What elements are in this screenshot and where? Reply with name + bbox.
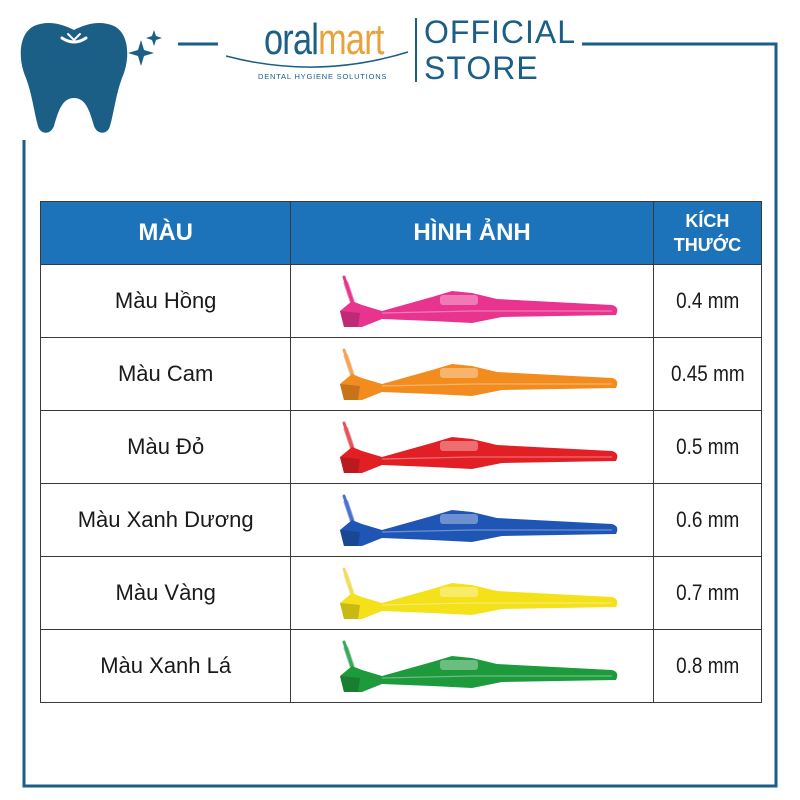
store-divider [415,18,417,82]
color-name-cell: Màu Đỏ [39,410,292,484]
sparkle-icon [128,40,154,66]
interdental-brush-image [340,275,618,327]
interdental-brush-image [340,421,618,473]
size-cell: 0.45 mm [652,337,763,411]
size-value: 0.7 mm [675,580,739,605]
header-size: KÍCH THƯỚC [652,201,763,265]
size-cell: 0.4 mm [652,264,763,338]
table-row: Màu Xanh Dương 0.6 mm [39,483,763,557]
color-name-cell: Màu Xanh Lá [39,629,292,703]
sparkle-icon [146,30,162,46]
logo-tagline: DENTAL HYGIENE SOLUTIONS [258,72,388,81]
table-row: Màu Vàng 0.7 mm [39,556,763,630]
image-cell [290,410,654,484]
size-cell: 0.8 mm [652,629,763,703]
logo-wordmark: oralmart [264,15,384,64]
image-cell [290,556,654,630]
image-cell [290,337,654,411]
size-value: 0.5 mm [675,434,739,459]
interdental-brush-image [340,567,618,619]
color-name-cell: Màu Vàng [39,556,292,630]
color-name-cell: Màu Hồng [39,264,292,338]
color-name-cell: Màu Cam [39,337,292,411]
size-value: 0.45 mm [670,361,745,386]
table-row: Màu Cam 0.45 mm [39,337,763,411]
size-table: MÀU HÌNH ẢNH KÍCH THƯỚC Màu Hồng 0.4 mm Màu… [39,201,763,703]
header-color: MÀU [39,201,292,265]
header-image: HÌNH ẢNH [290,201,654,265]
size-cell: 0.6 mm [652,483,763,557]
store-label: STORE [424,50,539,86]
logo-swoosh [225,51,409,68]
official-label: OFFICIAL [424,14,577,50]
brand-logo: oralmart DENTAL HYGIENE SOLUTIONS [222,16,412,86]
size-value: 0.4 mm [675,288,739,313]
interdental-brush-image [340,640,618,692]
image-cell [290,629,654,703]
image-cell [290,483,654,557]
size-cell: 0.5 mm [652,410,763,484]
color-name-cell: Màu Xanh Dương [39,483,292,557]
table-row: Màu Xanh Lá 0.8 mm [39,629,763,703]
table-row: Màu Hồng 0.4 mm [39,264,763,338]
table-row: Màu Đỏ 0.5 mm [39,410,763,484]
size-cell: 0.7 mm [652,556,763,630]
table-header-row: MÀU HÌNH ẢNH KÍCH THƯỚC [39,201,763,265]
size-value: 0.6 mm [675,507,739,532]
interdental-brush-image [340,494,618,546]
interdental-brush-image [340,348,618,400]
image-cell [290,264,654,338]
size-value: 0.8 mm [675,653,739,678]
tooth-icon [20,23,128,133]
